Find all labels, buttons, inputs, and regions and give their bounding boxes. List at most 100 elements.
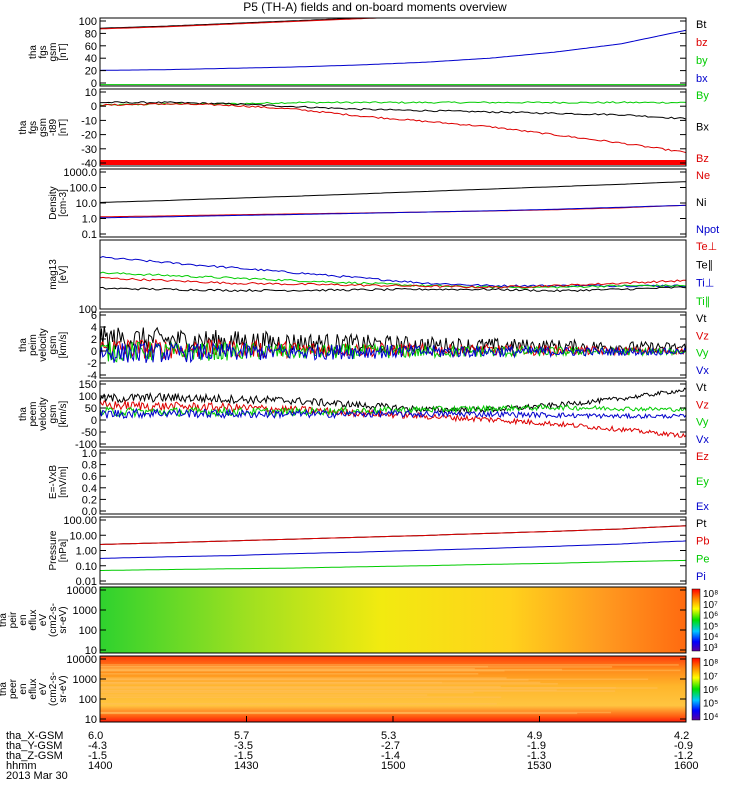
colorbar-label: 10³ <box>703 643 718 654</box>
legend-Ti⊥: Ti⊥ <box>696 278 714 290</box>
y-tick-label: -2 <box>87 358 97 370</box>
y-tick-label: 100 <box>79 304 97 316</box>
y-tick-label: 100 <box>79 625 97 637</box>
y-tick-label: 10.00 <box>69 530 97 542</box>
y-axis-label: gsm <box>48 405 59 424</box>
footer-label: tha_Z-GSM <box>6 750 63 762</box>
y-tick-label: 80 <box>85 28 97 40</box>
plot-frame <box>99 311 687 379</box>
y-axis-label: peem <box>28 401 39 426</box>
spectrogram-band <box>100 687 616 689</box>
y-axis-label: E=-VxB <box>48 465 59 500</box>
legend-Ez: Ez <box>696 451 709 463</box>
footer-value: 5.3 <box>381 730 397 742</box>
y-axis-label: eflux <box>28 678 39 699</box>
footer-value: 5.7 <box>234 730 250 742</box>
plot-frame <box>99 380 687 448</box>
orbit-footer: tha_X-GSM tha_Y-GSM tha_Z-GSM hhmm 2013 … <box>0 728 750 800</box>
y-axis-label: Density <box>48 186 59 219</box>
y-axis-label: sr-eV) <box>58 675 69 702</box>
y-axis-label: fgs <box>28 121 39 134</box>
y-tick-label: 20 <box>85 66 97 78</box>
plot-frame <box>99 516 687 585</box>
footer-label: tha_Y-GSM <box>6 740 63 752</box>
y-axis-label: [eV] <box>58 265 69 283</box>
colorbar-label: 10⁴ <box>703 712 718 723</box>
y-tick-label: -30 <box>81 144 97 156</box>
footer-value: 1500 <box>381 760 406 772</box>
series-Pe <box>100 559 686 571</box>
y-axis-label: peim <box>28 334 39 356</box>
footer-value: -3.5 <box>234 740 253 752</box>
footer-label: tha_X-GSM <box>6 730 64 742</box>
y-tick-label: 100 <box>79 16 97 28</box>
spectrogram-band <box>100 685 501 688</box>
spectrogram <box>100 587 686 653</box>
data-peer <box>100 656 686 722</box>
series-Ti⊥ <box>100 255 686 288</box>
y-tick-label: -40 <box>81 158 97 170</box>
y-tick-label: 10.0 <box>76 198 97 210</box>
y-tick-label: 10 <box>85 645 97 657</box>
y-axis-label: (cm2-s- <box>48 672 59 706</box>
y-tick-label: 0.01 <box>76 576 97 588</box>
legend-By: By <box>696 90 709 102</box>
date-label: 2013 Mar 30 <box>6 770 68 782</box>
footer-value: 4.2 <box>674 730 690 742</box>
spectrogram-band <box>100 696 502 699</box>
series-Ni <box>100 181 686 203</box>
series-Pi <box>100 540 686 559</box>
y-axis-label: en <box>18 683 29 694</box>
y-axis-label: velocity <box>38 328 49 361</box>
data-peem <box>100 387 686 438</box>
y-axis-label: gsm <box>38 118 49 137</box>
spectrogram-band <box>100 664 679 666</box>
y-tick-label: 2 <box>91 334 97 346</box>
y-axis-label: tha <box>0 613 9 627</box>
footer-label: hhmm <box>6 760 37 772</box>
footer-value: -1.9 <box>527 740 546 752</box>
footer-value: -1.2 <box>674 750 693 762</box>
footer-value: 1600 <box>674 760 699 772</box>
series-Bx <box>100 101 686 120</box>
footer-row-z: tha_Z-GSM <box>6 751 63 762</box>
footer-value: 4.9 <box>527 730 543 742</box>
y-tick-label: 0.1 <box>82 229 97 241</box>
footer-row-y: tha_Y-GSM <box>6 741 62 752</box>
spectrogram-band <box>100 669 681 672</box>
legend-by: by <box>696 55 708 67</box>
y-tick-label: 100.00 <box>63 515 97 527</box>
y-axis-label: en <box>18 614 29 625</box>
y-tick-label: 100 <box>79 391 97 403</box>
red-band <box>100 160 686 165</box>
footer-row-hhmm: hhmm <box>6 761 37 772</box>
series-Bt <box>100 18 373 29</box>
legend-Npot: Npot <box>696 224 719 236</box>
y-tick-label: 1000.0 <box>63 167 97 179</box>
y-tick-label: 10000 <box>66 585 97 597</box>
spectrogram-band <box>100 694 428 696</box>
panel-temp <box>99 239 687 310</box>
series-Pb <box>100 525 686 545</box>
y-tick-label: 6 <box>91 310 97 322</box>
y-axis-label: eV <box>38 614 49 627</box>
y-axis-label: mag13 <box>48 259 59 290</box>
series-Vx <box>100 407 686 420</box>
colorbar-label: 10⁸ <box>703 589 718 600</box>
legend-Ne: Ne <box>696 170 710 182</box>
legend-Vy: Vy <box>696 348 709 360</box>
y-axis-label: tha <box>28 45 39 59</box>
y-tick-label: 4 <box>91 322 97 334</box>
panel-pressure <box>99 516 687 585</box>
footer-value: -4.3 <box>88 740 107 752</box>
footer-value: 1530 <box>527 760 552 772</box>
footer-value: -0.9 <box>674 740 693 752</box>
panel-peir <box>99 586 701 654</box>
legend-Vz: Vz <box>696 399 709 411</box>
y-tick-label: 0.8 <box>82 460 97 472</box>
plot-frame <box>99 17 687 87</box>
footer-value: -1.4 <box>381 750 400 762</box>
y-tick-label: -50 <box>81 427 97 439</box>
y-axis-label: [km/s] <box>58 400 69 427</box>
y-axis-label: tha <box>18 120 29 134</box>
